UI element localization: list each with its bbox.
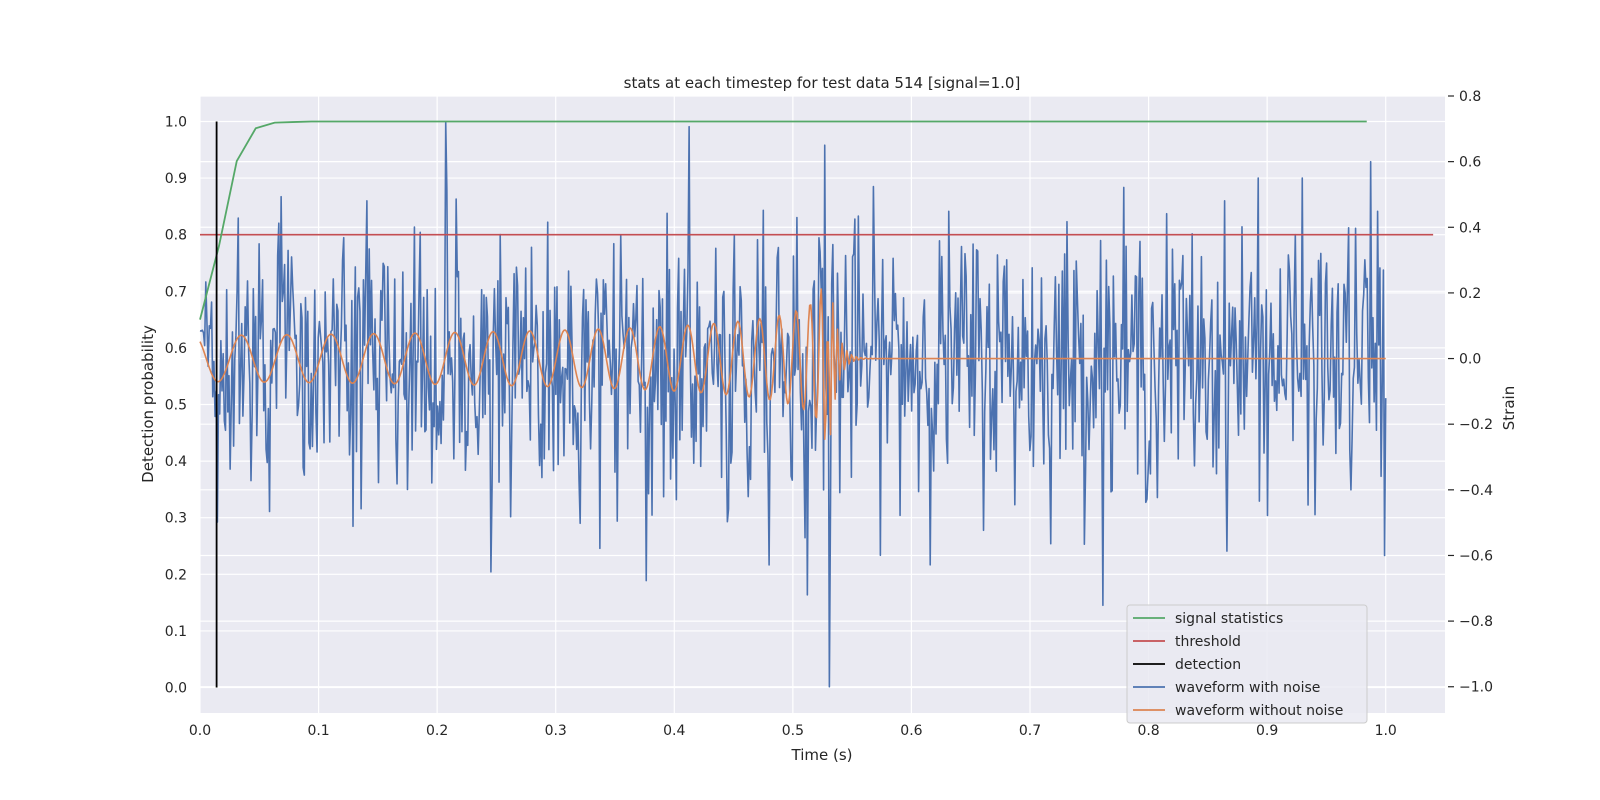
- axes: 0.0 0.1 0.2 0.3 0.4 0.5 0.6 0.7 0.8 0.9 1.0 0.0 0.1 0…: [165, 89, 1493, 739]
- y-axis-left-label: Detection probability: [139, 325, 157, 483]
- x-tick-label: 0.8: [1137, 723, 1159, 739]
- x-tick-label: 0.5: [782, 723, 804, 739]
- y-left-tick-label: 0.8: [165, 228, 187, 244]
- legend: signal statistics threshold detection wavef…: [1126, 604, 1368, 724]
- chart-title: stats at each timestep for test data 514…: [624, 74, 1021, 92]
- legend-label: waveform with noise: [1175, 680, 1320, 696]
- y-right-tick-label: −0.4: [1459, 483, 1493, 499]
- x-tick-label: 1.0: [1375, 723, 1397, 739]
- x-tick-label: 0.7: [1019, 723, 1041, 739]
- y-left-tick-label: 0.5: [165, 398, 187, 414]
- x-tick-label: 0.2: [426, 723, 448, 739]
- legend-label: signal statistics: [1175, 611, 1283, 627]
- y-left-tick-label: 0.9: [165, 171, 187, 187]
- y-right-tick-label: −0.6: [1459, 548, 1493, 564]
- legend-label: waveform without noise: [1175, 703, 1343, 719]
- y-left-tick-label: 0.6: [165, 341, 187, 357]
- series-waveform-with-noise: [199, 121, 1387, 688]
- y-left-tick-label: 0.7: [165, 284, 187, 300]
- y-left-tick-label: 0.4: [165, 454, 187, 470]
- legend-box: [1126, 604, 1368, 724]
- series-signal-statistics: [199, 120, 1367, 320]
- y-right-tick-label: 0.6: [1459, 155, 1481, 171]
- y-right-tick-label: 0.4: [1459, 220, 1481, 236]
- y-right-tick-label: 0.0: [1459, 352, 1481, 368]
- y-right-tick-label: −0.8: [1459, 614, 1493, 630]
- x-tick-label: 0.1: [307, 723, 329, 739]
- y-right-tick-label: 0.8: [1459, 89, 1481, 105]
- x-tick-label: 0.4: [663, 723, 685, 739]
- y-right-tick-label: −0.2: [1459, 417, 1493, 433]
- x-tick-label: 0.9: [1256, 723, 1278, 739]
- legend-label: detection: [1175, 657, 1241, 673]
- x-tick-label: 0.3: [545, 723, 567, 739]
- legend-label: threshold: [1175, 634, 1241, 650]
- y-left-tick-label: 1.0: [165, 114, 187, 130]
- y-left-tick-label: 0.3: [165, 511, 187, 527]
- y-axis-right-label: Strain: [1500, 386, 1518, 430]
- x-axis-label: Time (s): [791, 746, 853, 764]
- series-waveform-without-noise: [199, 288, 1386, 441]
- y-right-tick-label: 0.2: [1459, 286, 1481, 302]
- x-tick-label: 0.6: [900, 723, 922, 739]
- x-tick-label: 0.0: [189, 723, 211, 739]
- y-left-tick-label: 0.1: [165, 624, 187, 640]
- y-left-tick-label: 0.0: [165, 681, 187, 697]
- series-layer: [199, 120, 1434, 688]
- y-right-tick-label: −1.0: [1459, 680, 1493, 696]
- y-left-tick-label: 0.2: [165, 567, 187, 583]
